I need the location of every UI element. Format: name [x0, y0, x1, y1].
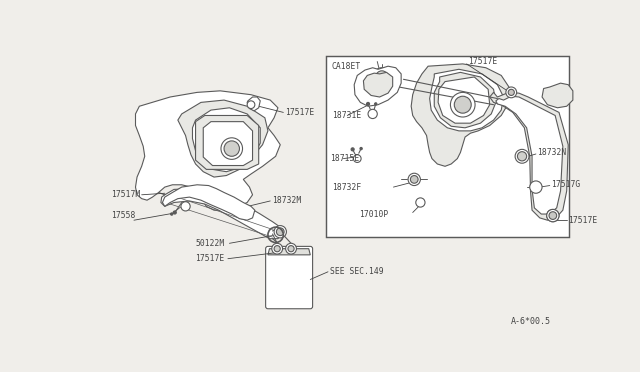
Polygon shape — [490, 92, 568, 220]
FancyBboxPatch shape — [266, 246, 312, 309]
Circle shape — [508, 89, 515, 96]
Text: 17517E: 17517E — [196, 254, 225, 263]
Polygon shape — [364, 73, 393, 97]
Circle shape — [506, 87, 516, 98]
Polygon shape — [268, 249, 310, 255]
Circle shape — [276, 228, 284, 235]
Text: CA18ET: CA18ET — [332, 62, 361, 71]
Circle shape — [530, 181, 542, 193]
Circle shape — [454, 96, 471, 113]
Circle shape — [515, 150, 529, 163]
Circle shape — [353, 155, 361, 163]
Circle shape — [173, 211, 176, 214]
Circle shape — [408, 173, 420, 186]
Circle shape — [451, 92, 475, 117]
Circle shape — [274, 246, 280, 252]
Circle shape — [181, 202, 190, 211]
Circle shape — [367, 102, 369, 106]
Circle shape — [274, 225, 287, 238]
Polygon shape — [204, 122, 253, 166]
Polygon shape — [496, 96, 563, 214]
Polygon shape — [247, 97, 260, 111]
Circle shape — [517, 152, 527, 161]
Bar — [326, 56, 569, 237]
Circle shape — [549, 212, 557, 219]
Polygon shape — [161, 189, 282, 239]
Text: 17558: 17558 — [111, 211, 135, 220]
Text: 17517E: 17517E — [285, 108, 314, 117]
Text: SEE SEC.149: SEE SEC.149 — [330, 267, 383, 276]
Text: 18732F: 18732F — [332, 183, 361, 192]
Text: 18731E: 18731E — [332, 111, 361, 120]
Text: 18732N: 18732N — [538, 148, 566, 157]
Circle shape — [376, 71, 388, 83]
Circle shape — [416, 198, 425, 207]
Circle shape — [170, 213, 173, 215]
Polygon shape — [438, 77, 490, 123]
Circle shape — [374, 103, 377, 105]
Circle shape — [288, 246, 294, 252]
Polygon shape — [163, 185, 255, 220]
Text: 17517E: 17517E — [468, 57, 497, 66]
Circle shape — [410, 176, 418, 183]
Text: 17517M: 17517M — [111, 190, 140, 199]
Polygon shape — [435, 73, 496, 128]
Text: 17010P: 17010P — [359, 209, 388, 218]
Text: 17517E: 17517E — [568, 216, 598, 225]
Text: 50122M: 50122M — [196, 239, 225, 248]
Polygon shape — [193, 108, 260, 172]
Circle shape — [547, 209, 559, 222]
Circle shape — [372, 68, 391, 86]
Polygon shape — [354, 66, 401, 106]
Circle shape — [272, 243, 283, 254]
Polygon shape — [411, 64, 509, 166]
Text: A-6*00.5: A-6*00.5 — [511, 317, 551, 326]
Circle shape — [368, 109, 378, 119]
Polygon shape — [542, 83, 573, 108]
Text: 17517G: 17517G — [551, 180, 580, 189]
Circle shape — [221, 138, 243, 159]
Circle shape — [224, 141, 239, 156]
Polygon shape — [178, 100, 268, 177]
Circle shape — [285, 243, 296, 254]
Text: 18732M: 18732M — [272, 196, 301, 205]
Circle shape — [547, 209, 559, 222]
Circle shape — [360, 147, 362, 150]
Polygon shape — [196, 115, 259, 169]
Polygon shape — [136, 91, 280, 210]
Circle shape — [351, 148, 354, 151]
Polygon shape — [429, 69, 504, 131]
Text: 18715E: 18715E — [330, 154, 360, 163]
Circle shape — [247, 101, 255, 109]
